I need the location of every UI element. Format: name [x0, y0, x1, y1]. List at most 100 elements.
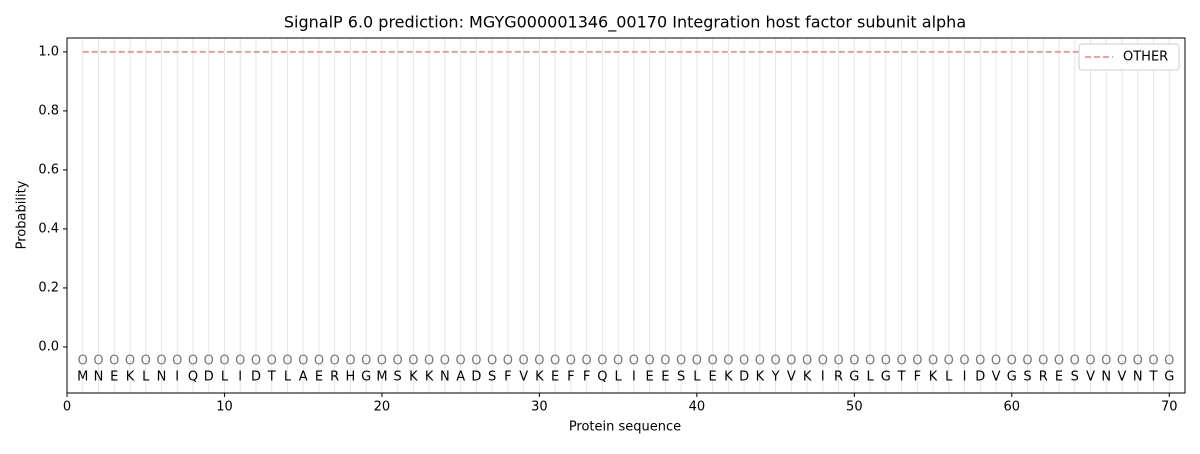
x-axis-label: Protein sequence	[569, 420, 681, 435]
region-label: O	[1070, 354, 1080, 369]
region-label: O	[676, 354, 686, 369]
residue-letter: K	[425, 370, 434, 385]
region-label: O	[377, 354, 387, 369]
residue-letter: V	[519, 370, 528, 385]
region-label: O	[78, 354, 88, 369]
region-label: O	[235, 354, 245, 369]
region-label: O	[314, 354, 324, 369]
residue-letter: N	[157, 370, 167, 385]
residue-letter: T	[1149, 370, 1158, 385]
region-label: O	[503, 354, 513, 369]
residue-letter: R	[834, 370, 843, 385]
residue-letter: A	[456, 370, 465, 385]
region-label: O	[881, 354, 891, 369]
region-label: O	[755, 354, 765, 369]
region-label: O	[849, 354, 859, 369]
y-tick-label: 0.2	[38, 280, 59, 295]
residue-letter: L	[284, 370, 292, 385]
residue-letter: F	[583, 370, 590, 385]
y-axis-label: Probability	[15, 180, 30, 249]
residue-letter: Y	[771, 370, 780, 385]
residue-letter: G	[1007, 370, 1017, 385]
region-label: O	[802, 354, 812, 369]
residue-letter: S	[488, 370, 496, 385]
region-label: O	[629, 354, 639, 369]
x-tick-label: 10	[216, 400, 233, 415]
residue-letter: R	[1039, 370, 1048, 385]
region-label: O	[282, 354, 292, 369]
region-label: O	[944, 354, 954, 369]
region-label: O	[361, 354, 371, 369]
residue-letter: V	[992, 370, 1001, 385]
residue-letter: D	[739, 370, 749, 385]
region-label: O	[582, 354, 592, 369]
legend-box	[1078, 43, 1180, 71]
residue-letter: V	[787, 370, 796, 385]
residue-letter: D	[204, 370, 214, 385]
region-label: O	[833, 354, 843, 369]
residue-letter: G	[881, 370, 891, 385]
residue-letter: E	[646, 370, 654, 385]
residue-letter: M	[77, 370, 88, 385]
region-label: O	[219, 354, 229, 369]
residue-letter: E	[661, 370, 669, 385]
region-label: O	[156, 354, 166, 369]
region-label: O	[534, 354, 544, 369]
residue-letter: S	[1071, 370, 1079, 385]
residue-letter: S	[677, 370, 685, 385]
region-label: O	[440, 354, 450, 369]
region-label: O	[471, 354, 481, 369]
region-label: O	[1007, 354, 1017, 369]
region-label: O	[692, 354, 702, 369]
residue-letter: K	[126, 370, 135, 385]
region-label: O	[550, 354, 560, 369]
residue-letter: D	[251, 370, 261, 385]
region-label: O	[330, 354, 340, 369]
region-label: O	[613, 354, 623, 369]
residue-letter: E	[551, 370, 559, 385]
residue-letter: L	[221, 370, 229, 385]
residue-letter: G	[849, 370, 859, 385]
region-label: O	[109, 354, 119, 369]
x-tick-label: 30	[531, 400, 548, 415]
chart-title: SignalP 6.0 prediction: MGYG000001346_00…	[284, 13, 966, 33]
region-label: O	[298, 354, 308, 369]
region-label: O	[991, 354, 1001, 369]
region-label: O	[770, 354, 780, 369]
region-label: O	[141, 354, 151, 369]
region-label: O	[959, 354, 969, 369]
residue-letter: N	[1133, 370, 1143, 385]
residue-letter: L	[615, 370, 623, 385]
residue-letter: N	[1101, 370, 1111, 385]
residue-letter: L	[693, 370, 701, 385]
region-label: O	[408, 354, 418, 369]
y-tick-label: 0.8	[38, 103, 59, 118]
region-label: O	[739, 354, 749, 369]
region-label: O	[597, 354, 607, 369]
residue-letter: E	[708, 370, 716, 385]
region-label: O	[125, 354, 135, 369]
residue-letter: K	[409, 370, 418, 385]
region-label: O	[345, 354, 355, 369]
residue-letter: I	[175, 370, 179, 385]
residue-letter: I	[238, 370, 242, 385]
residue-letter: V	[1118, 370, 1127, 385]
residue-letter: M	[376, 370, 387, 385]
residue-letter: K	[756, 370, 765, 385]
y-tick-label: 0.4	[38, 221, 59, 236]
x-tick-label: 60	[1004, 400, 1021, 415]
x-tick-label: 70	[1161, 400, 1178, 415]
residue-letter: V	[1086, 370, 1095, 385]
region-label: O	[975, 354, 985, 369]
region-label: O	[1133, 354, 1143, 369]
region-label: O	[865, 354, 875, 369]
residue-letter: L	[945, 370, 953, 385]
region-label: O	[818, 354, 828, 369]
region-label: O	[188, 354, 198, 369]
residue-letter: I	[963, 370, 967, 385]
region-label: O	[1022, 354, 1032, 369]
region-label: O	[660, 354, 670, 369]
residue-letter: E	[315, 370, 323, 385]
region-label: O	[786, 354, 796, 369]
region-label: O	[251, 354, 261, 369]
